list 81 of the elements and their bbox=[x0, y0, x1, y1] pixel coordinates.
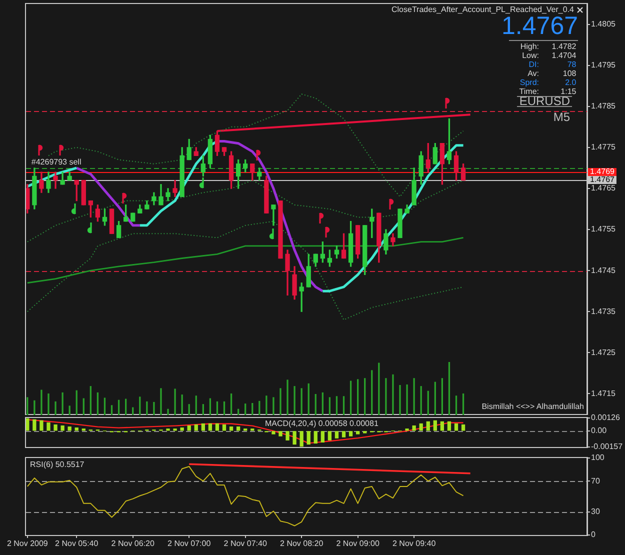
candlestick bbox=[278, 200, 283, 259]
y-tick-label: 1.4735 bbox=[591, 306, 616, 316]
bar bbox=[32, 419, 36, 431]
y-tick-label: 30 bbox=[591, 507, 600, 516]
bar bbox=[320, 431, 324, 443]
bar bbox=[222, 424, 226, 431]
bar bbox=[447, 421, 452, 431]
x-tick-label: 2 Nov 07:40 bbox=[224, 539, 268, 548]
chart-title: MACD(4,20,4) 0.00058 0.00081 bbox=[265, 419, 378, 428]
annotation: 1.4767 bbox=[502, 12, 578, 40]
y-tick-label: 1.4745 bbox=[591, 266, 616, 275]
y-tick-label: 1.4715 bbox=[591, 388, 616, 398]
bar bbox=[215, 423, 220, 431]
bar bbox=[306, 431, 310, 445]
y-tick-label: 70 bbox=[591, 476, 600, 486]
y-tick-label: 1.4785 bbox=[591, 102, 616, 111]
bar bbox=[356, 431, 360, 434]
x-tick-label: 2 Nov 07:00 bbox=[168, 539, 212, 548]
annotation: Bismillah <<>> Alhamdulillah bbox=[482, 402, 584, 411]
text: Low: 1.4704 bbox=[522, 51, 576, 60]
x-tick-label: 2 Nov 06:20 bbox=[111, 539, 155, 548]
bar bbox=[300, 431, 304, 447]
bar bbox=[342, 431, 346, 438]
text: DI: 78 bbox=[528, 60, 576, 69]
y-tick-label: 1.4805 bbox=[591, 20, 616, 29]
bar bbox=[68, 426, 72, 431]
candlestick bbox=[398, 208, 402, 238]
x-tick-label: 2 Nov 08:20 bbox=[280, 539, 324, 548]
text: Sprd: 2.0 bbox=[520, 78, 576, 87]
bar bbox=[440, 421, 444, 431]
candlestick bbox=[109, 208, 114, 234]
y-tick-label: 100 bbox=[591, 453, 605, 462]
y-tick-label: 1.4765 bbox=[591, 184, 616, 193]
bar bbox=[426, 421, 430, 431]
bar bbox=[40, 420, 44, 431]
annotation: EURUSD bbox=[517, 94, 572, 108]
bar bbox=[412, 425, 416, 431]
y-tick-label: 0 bbox=[591, 530, 596, 540]
bar bbox=[54, 424, 58, 431]
bar bbox=[286, 431, 290, 440]
bar bbox=[180, 428, 184, 431]
bar bbox=[201, 423, 205, 431]
y-tick-label: 1.4795 bbox=[591, 60, 616, 70]
text: High: 1.4782 bbox=[520, 42, 576, 51]
bar bbox=[236, 426, 240, 431]
bar bbox=[46, 422, 50, 431]
bar bbox=[292, 431, 296, 445]
annotation: M5 bbox=[552, 110, 571, 124]
y-tick-label: -0.00157 bbox=[591, 442, 624, 452]
bar bbox=[187, 425, 191, 431]
bar bbox=[314, 431, 318, 444]
ref-line-label: 1.4769 bbox=[590, 167, 616, 176]
bar bbox=[328, 431, 332, 440]
bar bbox=[419, 423, 423, 431]
annotation: #4269793 sell bbox=[31, 157, 82, 166]
bar bbox=[334, 431, 339, 438]
y-tick-label: 1.4755 bbox=[591, 224, 616, 234]
y-tick-label: 0.00126 bbox=[591, 413, 620, 422]
x-tick-label: 2 Nov 09:40 bbox=[392, 539, 436, 548]
chart-title: RSI(6) 50.5517 bbox=[30, 460, 84, 469]
chart-title: CloseTrades_After_Account_PL_Reached_Ver_0.4 bbox=[392, 5, 574, 14]
bar bbox=[348, 431, 353, 436]
bar bbox=[208, 423, 212, 431]
x-tick-label: 2 Nov 05:40 bbox=[55, 539, 99, 548]
bar bbox=[194, 424, 198, 431]
bar bbox=[433, 420, 437, 431]
line-series bbox=[26, 220, 464, 320]
y-tick-label: 1.4775 bbox=[591, 142, 616, 152]
ref-line-label: 1.4767 bbox=[590, 175, 616, 184]
bar bbox=[229, 426, 234, 431]
y-tick-label: 0.00 bbox=[591, 426, 608, 436]
bar bbox=[272, 431, 276, 434]
x-tick-label: 2 Nov 09:00 bbox=[336, 539, 380, 548]
bar bbox=[461, 424, 466, 431]
text: Av: 108 bbox=[528, 69, 576, 78]
bar bbox=[278, 431, 282, 436]
text: Time: 1:15 bbox=[519, 87, 576, 96]
y-tick-label: 1.4725 bbox=[591, 348, 616, 357]
bar bbox=[60, 425, 64, 431]
x-tick-label: 2 Nov 2009 bbox=[6, 539, 48, 548]
bar bbox=[454, 423, 458, 431]
